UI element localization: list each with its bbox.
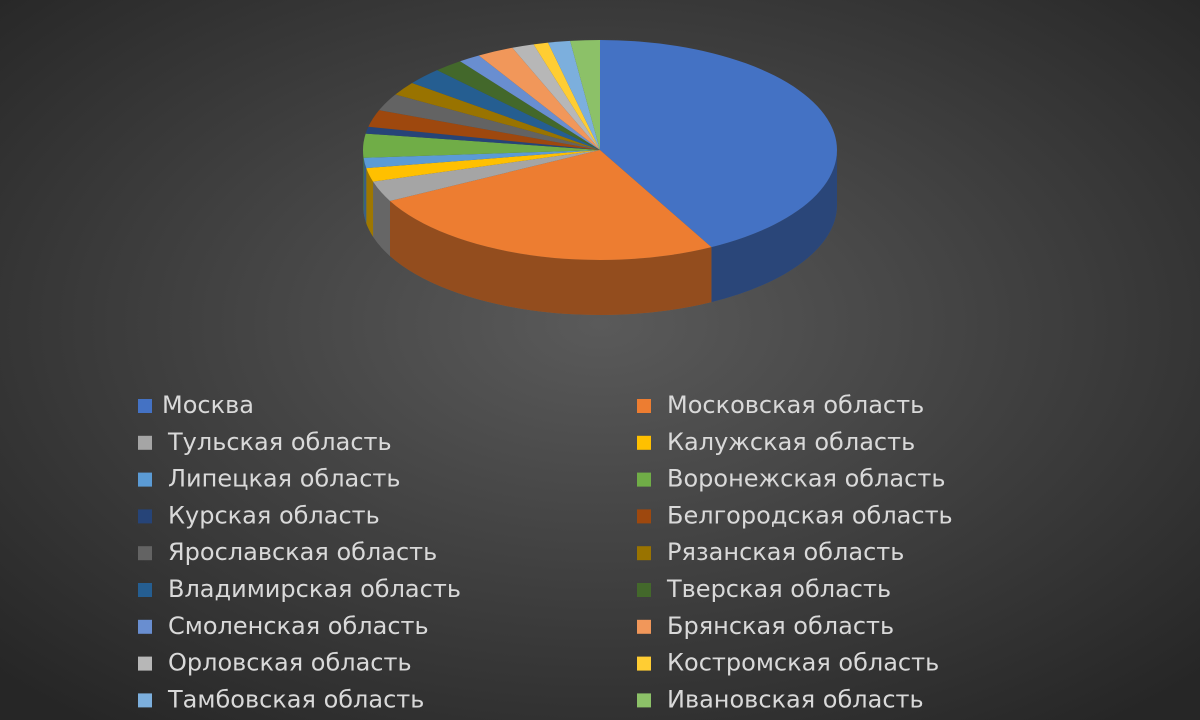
legend-swatch (138, 583, 152, 597)
side-shade (363, 157, 367, 224)
legend-swatch (637, 546, 651, 561)
slice (533, 42, 600, 151)
slice (512, 44, 600, 150)
side-shade (389, 200, 712, 315)
slice (389, 150, 712, 260)
slice-side (389, 200, 712, 315)
legend-swatch (138, 509, 152, 524)
legend-swatch (138, 693, 152, 708)
legend-label: Москва (162, 391, 254, 419)
slice (437, 61, 600, 150)
slice (478, 47, 600, 150)
slice-side (366, 168, 374, 237)
legend-label: Московская область (667, 391, 924, 419)
side-shade (363, 150, 364, 213)
legend-swatch (637, 619, 651, 634)
legend-label: Орловская область (168, 649, 412, 677)
slice-side (363, 150, 364, 213)
legend-label: Тульская область (167, 428, 392, 456)
side-shade (711, 150, 837, 303)
legend-swatch (138, 546, 152, 561)
slice-side (711, 150, 837, 303)
legend-swatch (637, 583, 651, 597)
slice (366, 150, 600, 182)
legend-swatch (138, 656, 152, 671)
legend-label: Калужская область (667, 428, 915, 456)
slice (365, 126, 600, 150)
legend-swatch (637, 399, 651, 413)
slice (395, 82, 600, 150)
legend-label: Рязанская область (667, 538, 904, 566)
legend-label: Владимирская область (168, 575, 461, 603)
legend-label: Брянская область (667, 612, 894, 640)
legend-swatch (138, 399, 152, 413)
slice (548, 40, 600, 150)
legend-label: Тамбовская область (167, 685, 424, 713)
slice (368, 110, 600, 150)
legend-swatch (637, 435, 651, 450)
legend-swatch (138, 472, 152, 487)
side-shade (373, 181, 390, 256)
slice (460, 55, 600, 150)
legend-swatch (637, 656, 651, 671)
legend-label: Воронежская область (667, 465, 945, 493)
legend-swatch (637, 472, 651, 487)
legend-swatch (138, 619, 152, 634)
slice (373, 150, 600, 201)
legend-label: Тверская область (666, 575, 891, 603)
legend-label: Курская область (168, 501, 380, 529)
legend-label: Белгородская область (667, 501, 953, 529)
legend-label: Ивановская область (667, 685, 924, 713)
legend-label: Липецкая область (168, 465, 401, 493)
slice (363, 133, 600, 158)
legend-label: Смоленская область (168, 612, 429, 640)
slice-side (373, 181, 390, 256)
slice (412, 70, 600, 150)
legend-swatch (637, 509, 651, 524)
slice (379, 94, 600, 150)
slice (363, 150, 600, 169)
slice (570, 40, 600, 150)
side-shade (366, 168, 374, 237)
legend-swatch (138, 435, 152, 450)
legend-swatch (637, 693, 651, 708)
legend-label: Ярославская область (168, 538, 437, 566)
legend-label: Костромская область (667, 649, 939, 677)
slice-side (363, 157, 367, 224)
slice (600, 40, 837, 248)
